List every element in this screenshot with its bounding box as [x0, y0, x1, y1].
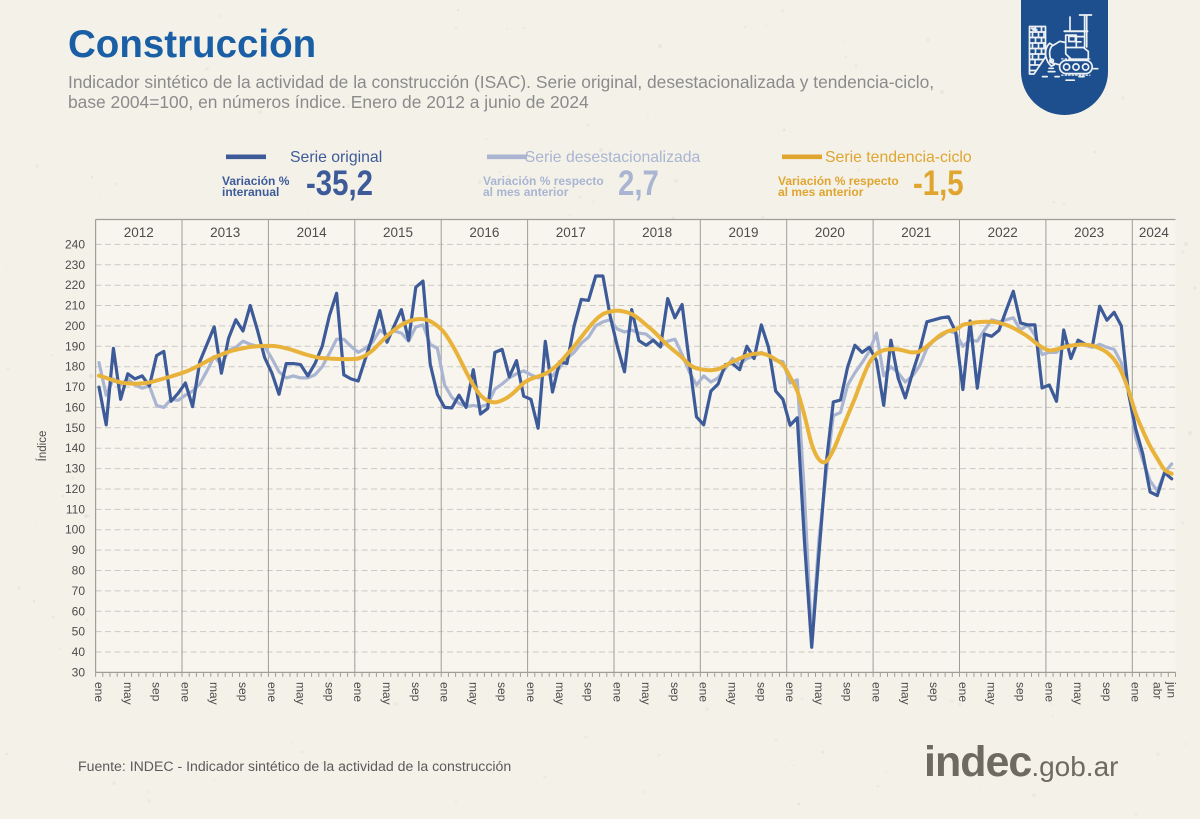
svg-text:ene: ene: [438, 682, 452, 702]
svg-text:2019: 2019: [728, 225, 758, 240]
svg-text:2022: 2022: [988, 225, 1018, 240]
svg-text:2020: 2020: [815, 225, 845, 240]
svg-text:2017: 2017: [556, 225, 586, 240]
svg-text:abr: abr: [1150, 682, 1164, 699]
svg-text:sep: sep: [841, 682, 855, 702]
svg-text:sep: sep: [409, 682, 423, 702]
svg-text:may: may: [985, 682, 999, 705]
svg-text:40: 40: [72, 645, 86, 659]
svg-text:90: 90: [72, 543, 86, 557]
svg-text:sep: sep: [1014, 682, 1028, 702]
svg-text:ene: ene: [956, 682, 970, 702]
svg-text:ene: ene: [524, 682, 538, 702]
svg-text:sep: sep: [927, 682, 941, 702]
svg-text:Índice: Índice: [36, 431, 49, 462]
svg-text:160: 160: [65, 400, 85, 414]
svg-text:may: may: [207, 682, 221, 705]
svg-text:may: may: [294, 682, 308, 705]
svg-text:210: 210: [65, 299, 85, 313]
svg-text:sep: sep: [754, 682, 768, 702]
svg-text:ene: ene: [783, 682, 797, 702]
svg-text:sep: sep: [1100, 682, 1114, 702]
svg-text:110: 110: [66, 502, 85, 516]
svg-text:140: 140: [65, 441, 85, 455]
svg-text:may: may: [639, 682, 653, 705]
svg-text:200: 200: [65, 319, 85, 333]
svg-text:may: may: [898, 682, 912, 705]
svg-text:2012: 2012: [124, 225, 154, 240]
svg-text:may: may: [121, 682, 135, 705]
svg-text:2023: 2023: [1074, 225, 1104, 240]
svg-text:2015: 2015: [383, 225, 413, 240]
svg-text:ene: ene: [1042, 682, 1056, 702]
svg-text:sep: sep: [668, 682, 682, 702]
svg-text:ene: ene: [178, 682, 192, 702]
svg-text:sep: sep: [582, 682, 596, 702]
svg-text:sep: sep: [495, 682, 509, 702]
svg-text:2021: 2021: [901, 225, 931, 240]
svg-text:ene: ene: [610, 682, 624, 702]
svg-text:may: may: [466, 682, 480, 705]
svg-text:ene: ene: [1129, 682, 1143, 702]
svg-text:2024: 2024: [1139, 225, 1170, 240]
svg-text:ene: ene: [697, 682, 711, 702]
svg-text:may: may: [812, 682, 826, 705]
svg-text:ene: ene: [870, 682, 884, 702]
svg-text:may: may: [553, 682, 567, 705]
svg-text:may: may: [1071, 682, 1085, 705]
svg-text:sep: sep: [150, 682, 164, 702]
svg-text:2014: 2014: [297, 225, 328, 240]
svg-text:170: 170: [65, 380, 85, 394]
svg-text:130: 130: [65, 462, 85, 476]
svg-text:50: 50: [72, 625, 86, 639]
svg-text:190: 190: [65, 339, 85, 353]
svg-text:ene: ene: [92, 682, 106, 702]
svg-text:100: 100: [65, 523, 85, 537]
svg-text:70: 70: [72, 584, 86, 598]
svg-text:2013: 2013: [210, 225, 240, 240]
svg-text:sep: sep: [322, 682, 336, 702]
svg-text:jun: jun: [1165, 681, 1179, 698]
svg-text:240: 240: [65, 237, 85, 251]
svg-text:180: 180: [65, 360, 85, 374]
svg-text:may: may: [380, 682, 394, 705]
svg-text:230: 230: [65, 258, 85, 272]
svg-text:sep: sep: [236, 682, 250, 702]
svg-text:2018: 2018: [642, 225, 672, 240]
svg-text:60: 60: [72, 604, 86, 618]
svg-text:120: 120: [65, 482, 85, 496]
svg-text:30: 30: [72, 665, 86, 679]
svg-text:may: may: [726, 682, 740, 705]
svg-text:80: 80: [72, 564, 86, 578]
svg-text:ene: ene: [265, 682, 279, 702]
svg-text:220: 220: [65, 278, 85, 292]
svg-text:2016: 2016: [469, 225, 499, 240]
svg-text:150: 150: [65, 421, 85, 435]
svg-text:ene: ene: [351, 682, 365, 702]
